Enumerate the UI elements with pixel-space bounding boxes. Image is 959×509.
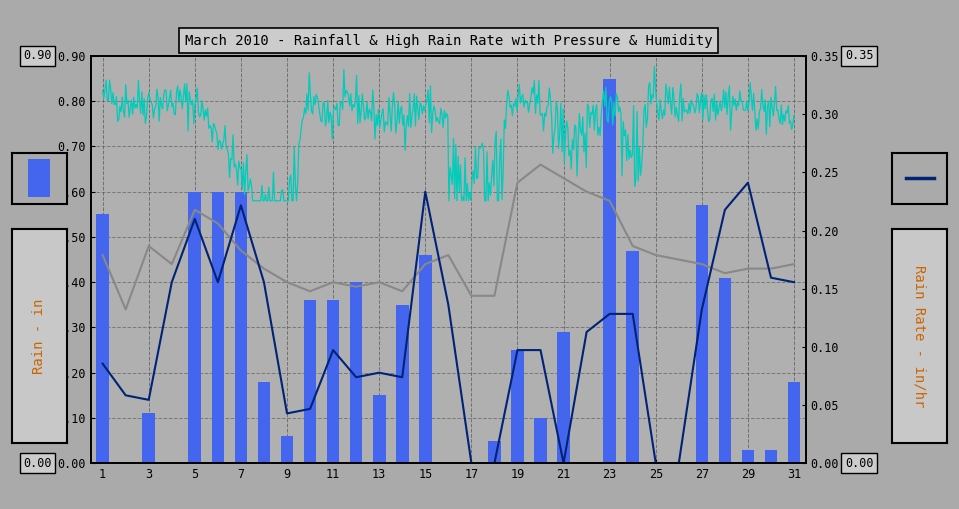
Bar xyxy=(741,449,755,463)
Bar xyxy=(718,278,731,463)
Bar xyxy=(695,205,708,463)
Bar xyxy=(189,192,201,463)
Bar xyxy=(534,418,547,463)
Bar xyxy=(304,300,316,463)
Title: March 2010 - Rainfall & High Rain Rate with Pressure & Humidity: March 2010 - Rainfall & High Rain Rate w… xyxy=(184,34,713,48)
Bar xyxy=(787,382,801,463)
Text: 0.90: 0.90 xyxy=(23,49,52,63)
Bar xyxy=(327,300,339,463)
Text: 0.00: 0.00 xyxy=(23,457,52,470)
Text: Rain Rate - in/hr: Rain Rate - in/hr xyxy=(913,265,926,407)
Bar xyxy=(557,332,570,463)
Bar xyxy=(511,350,524,463)
Bar xyxy=(212,192,224,463)
Bar xyxy=(96,214,109,463)
Bar xyxy=(142,413,155,463)
Bar xyxy=(764,449,778,463)
Bar xyxy=(235,192,247,463)
Bar xyxy=(488,441,501,463)
Bar xyxy=(603,78,616,463)
Bar xyxy=(626,250,639,463)
Text: 0.35: 0.35 xyxy=(845,49,874,63)
Bar xyxy=(281,436,293,463)
Bar xyxy=(28,159,51,197)
Text: 0.00: 0.00 xyxy=(845,457,874,470)
Bar xyxy=(419,255,432,463)
Bar xyxy=(396,305,409,463)
Bar xyxy=(350,282,363,463)
Bar xyxy=(258,382,270,463)
Text: Rain - in: Rain - in xyxy=(33,298,46,374)
Bar xyxy=(373,395,386,463)
